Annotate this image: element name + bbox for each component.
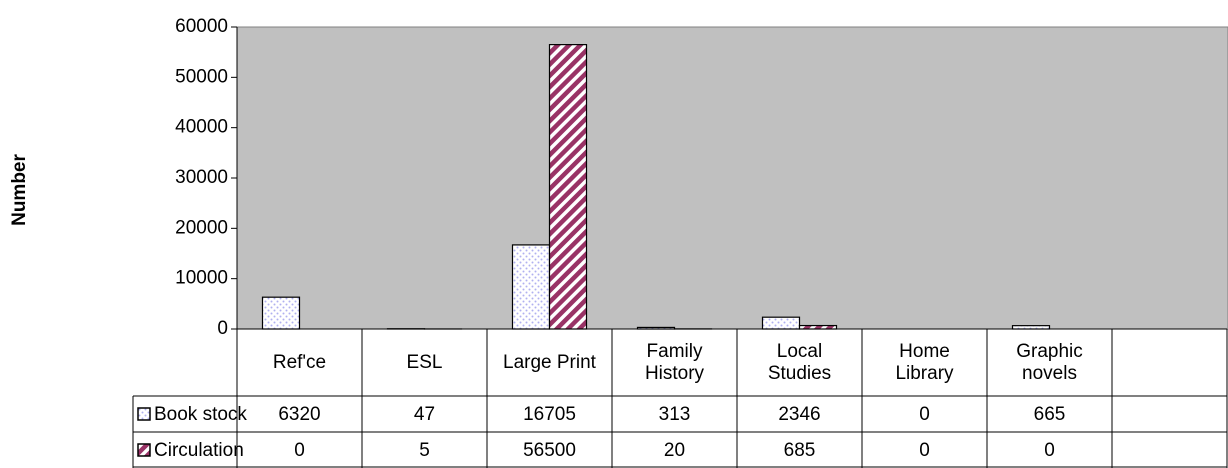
bar bbox=[511, 244, 551, 330]
x-tick-label: Large Print bbox=[487, 329, 612, 396]
bar bbox=[761, 316, 801, 330]
x-tick-text: ESL bbox=[406, 351, 443, 373]
x-tick-text: Large Print bbox=[503, 351, 596, 373]
y-tick-label: 60000 bbox=[175, 16, 228, 37]
table-value: 313 bbox=[659, 404, 691, 425]
table-value: 2346 bbox=[778, 404, 820, 425]
table-value: 16705 bbox=[523, 404, 576, 425]
x-tick-text: Ref'ce bbox=[272, 351, 327, 373]
legend-swatch bbox=[137, 407, 151, 421]
x-tick-label: Graphic novels bbox=[987, 329, 1112, 396]
y-tick-label: 0 bbox=[217, 318, 228, 339]
x-tick-text: Graphic novels bbox=[1016, 340, 1083, 384]
table-value: 5 bbox=[419, 440, 430, 461]
bar bbox=[261, 296, 301, 330]
y-tick-label: 30000 bbox=[175, 167, 228, 188]
y-tick-label: 40000 bbox=[175, 117, 228, 138]
x-tick-label: Ref'ce bbox=[237, 329, 362, 396]
table-value: 47 bbox=[414, 404, 435, 425]
bar bbox=[636, 326, 676, 330]
bar bbox=[548, 44, 588, 330]
table-value: 0 bbox=[1044, 440, 1055, 461]
legend-label: Circulation bbox=[154, 440, 244, 461]
table-value: 6320 bbox=[278, 404, 320, 425]
x-tick-label: Local Studies bbox=[737, 329, 862, 396]
table-value: 665 bbox=[1034, 404, 1066, 425]
table-value: 0 bbox=[919, 404, 930, 425]
table-value: 0 bbox=[294, 440, 305, 461]
legend-swatch bbox=[137, 443, 151, 457]
table-value: 685 bbox=[784, 440, 816, 461]
table-value: 0 bbox=[919, 440, 930, 461]
x-tick-label: Home Library bbox=[862, 329, 987, 396]
plot-area bbox=[236, 26, 1228, 330]
y-axis-label: Number bbox=[9, 154, 30, 226]
x-tick-label: ESL bbox=[362, 329, 487, 396]
x-tick-label: Family History bbox=[612, 329, 737, 396]
x-tick-text: Home Library bbox=[895, 340, 954, 384]
x-tick-text: Local Studies bbox=[767, 340, 832, 384]
x-tick-text: Family History bbox=[644, 340, 705, 384]
legend-label: Book stock bbox=[154, 404, 247, 425]
y-tick-label: 20000 bbox=[175, 217, 228, 238]
table-value: 56500 bbox=[523, 440, 576, 461]
table-value: 20 bbox=[664, 440, 685, 461]
bar bbox=[1011, 325, 1051, 330]
y-tick-label: 50000 bbox=[175, 66, 228, 87]
bar bbox=[798, 324, 838, 330]
y-tick-label: 10000 bbox=[175, 268, 228, 289]
